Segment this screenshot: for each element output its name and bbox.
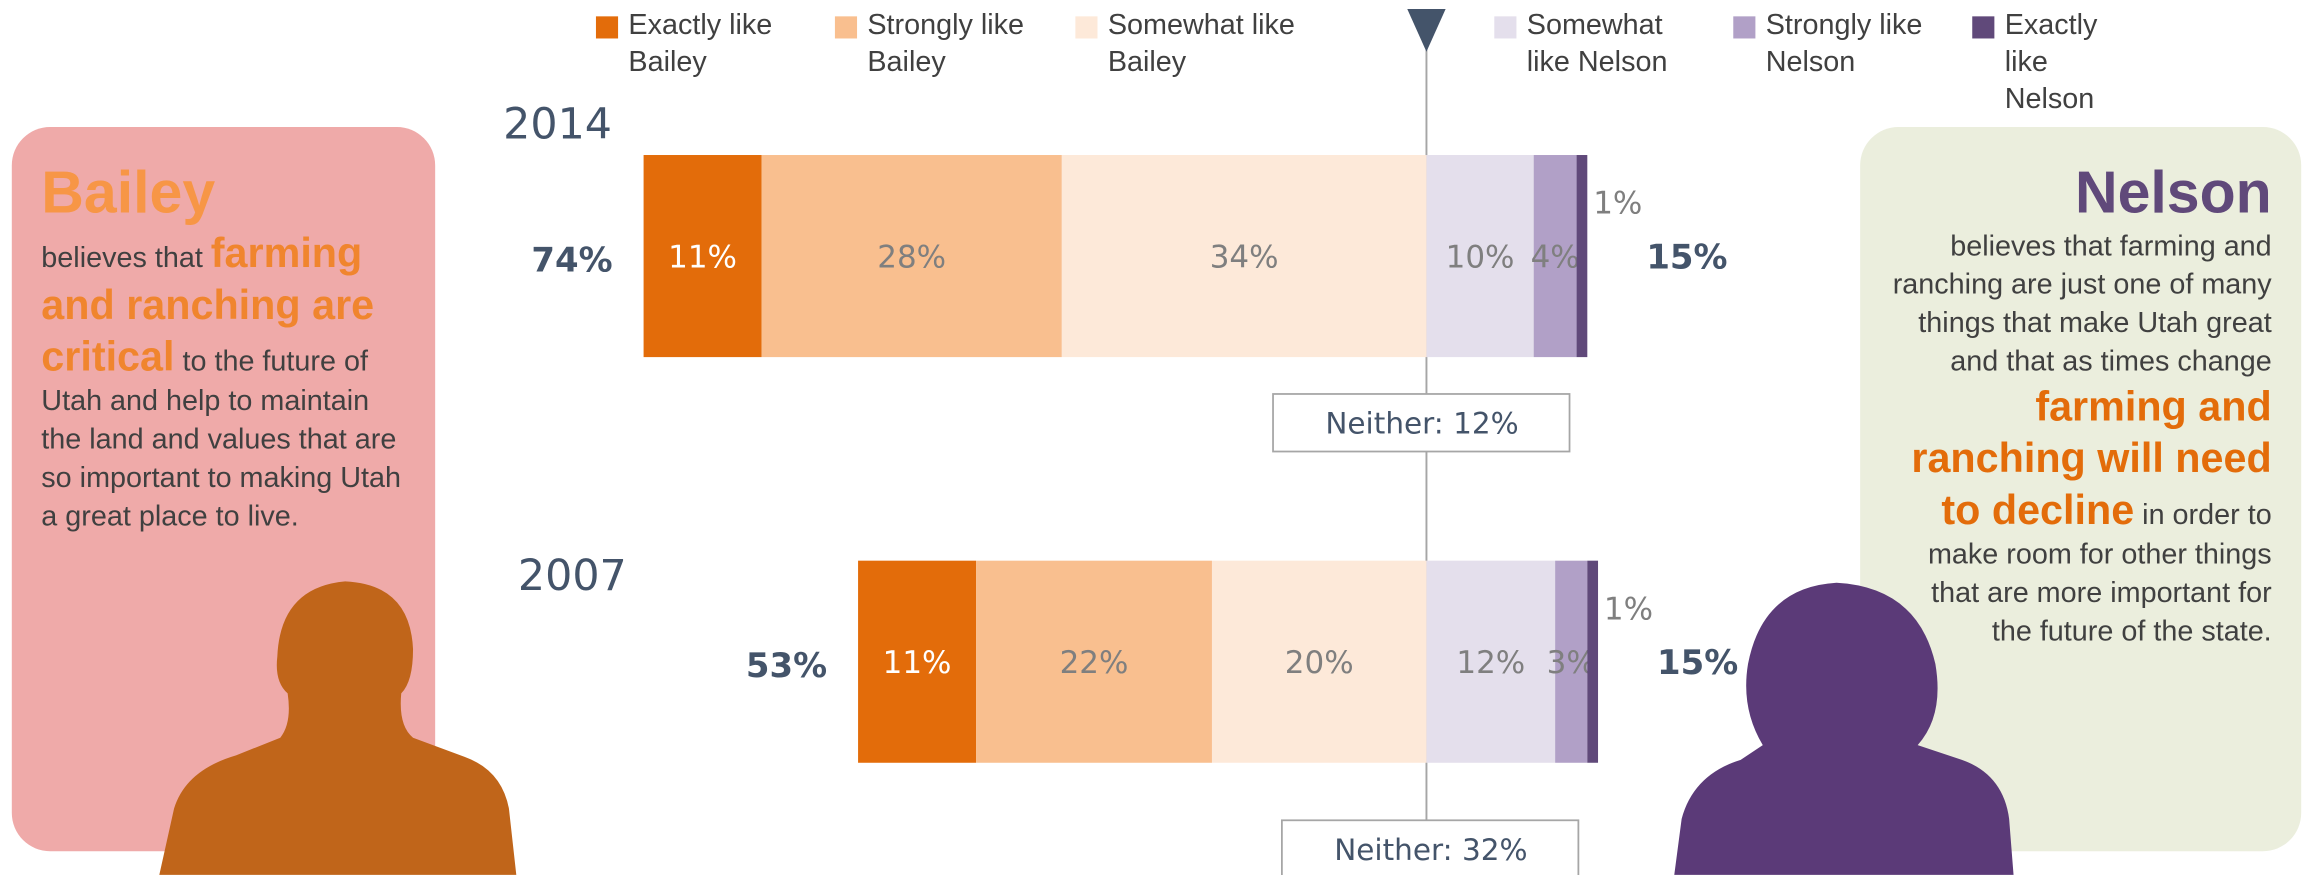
value-label: 1% [1593, 186, 1642, 222]
bailey-silhouette [159, 581, 517, 875]
year-label: 2007 [518, 551, 627, 601]
neither-label: Neither: 12% [1325, 406, 1518, 440]
value-label: 11% [668, 240, 737, 276]
bar-segment [1555, 560, 1588, 763]
neither-label: Neither: 32% [1334, 833, 1527, 867]
bailey-highlight: farming and ranching are critical [41, 230, 375, 380]
legend-swatch [1494, 16, 1517, 39]
legend-label-box: Exactly like Bailey [628, 8, 773, 79]
left-total: 53% [746, 646, 827, 685]
legend-swatch [1972, 16, 1995, 39]
legend-label-box: Exactly like Nelson [2004, 8, 2098, 116]
bailey-text: believes that [41, 242, 211, 275]
legend-label: Strongly like Bailey [867, 8, 1025, 79]
value-label: 4% [1531, 240, 1580, 276]
legend-swatch [595, 16, 619, 39]
left-total: 74% [531, 240, 612, 279]
bailey-text: to the future of Utah and help to mainta… [41, 345, 402, 533]
legend-swatch [1733, 16, 1756, 39]
nelson-panel [1860, 126, 2302, 852]
bar-segment [1426, 155, 1534, 358]
value-label: 10% [1446, 240, 1515, 276]
bar-segment [1426, 560, 1556, 763]
bar-segment [1061, 155, 1427, 358]
legend-label: Strongly like Nelson [1765, 8, 1923, 79]
nelson-text-box: Nelson believes that farming and ranchin… [1892, 160, 2272, 648]
right-total: 15% [1657, 643, 1738, 682]
nelson-title: Nelson [2074, 160, 2272, 226]
value-label: 22% [1060, 645, 1129, 681]
bar-segment [1533, 155, 1577, 358]
nelson-highlight: farming and ranching will need to declin… [1911, 383, 2272, 533]
nelson-text: believes that farming and ranching are j… [1892, 230, 2272, 378]
legend-swatch [834, 16, 858, 39]
neither-box [1272, 393, 1571, 453]
year-label: 2014 [503, 99, 612, 149]
bar-segment [1211, 560, 1427, 763]
neither-box [1281, 819, 1580, 875]
value-label: 11% [883, 645, 952, 681]
bar-segment [976, 560, 1212, 763]
value-label: 20% [1285, 645, 1354, 681]
bar-segment [761, 155, 1062, 358]
bar-segment [858, 560, 977, 763]
legend-label-box: Strongly like Nelson [1765, 8, 1923, 79]
legend-label: Exactly like Nelson [2004, 8, 2098, 116]
value-label: 12% [1456, 645, 1525, 681]
value-label: 1% [1604, 591, 1653, 627]
bailey-title: Bailey [41, 160, 216, 226]
legend-label: Somewhat like Nelson [1526, 8, 1668, 79]
legend-label-box: Somewhat like Bailey [1107, 8, 1295, 79]
legend-label-box: Somewhat like Nelson [1526, 8, 1668, 79]
bailey-text-box: Bailey believes that farming and ranchin… [41, 160, 402, 533]
legend-label-box: Strongly like Bailey [867, 8, 1025, 79]
bar-segment [1587, 560, 1599, 763]
nelson-text: in order to make room for other things t… [1927, 498, 2272, 648]
legend-label: Exactly like Bailey [628, 8, 773, 79]
legend: Exactly like Bailey Strongly like Bailey S… [595, 8, 2098, 116]
bar-segment [1576, 155, 1588, 358]
center-marker [1407, 8, 1446, 52]
value-label: 34% [1210, 240, 1279, 276]
legend-label: Somewhat like Bailey [1107, 8, 1295, 79]
legend-swatch [1075, 16, 1098, 39]
value-label: 28% [877, 240, 946, 276]
right-total: 15% [1646, 238, 1727, 277]
nelson-silhouette [1674, 582, 2014, 875]
bar-segment [643, 155, 762, 358]
